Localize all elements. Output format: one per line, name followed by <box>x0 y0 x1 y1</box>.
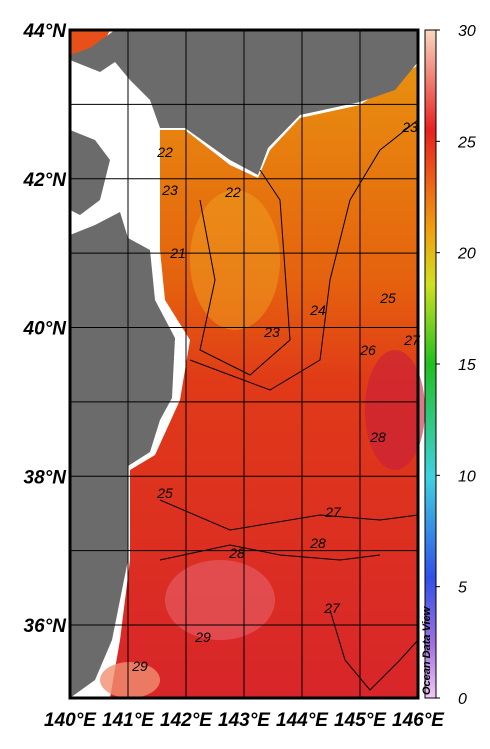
colorbar <box>424 29 437 699</box>
lon-label: 143°E <box>218 710 271 731</box>
contour-label: 24 <box>309 302 326 318</box>
lat-label: 38°N <box>24 467 68 488</box>
contour-label: 25 <box>379 290 396 306</box>
colorbar-label: 20 <box>457 246 476 263</box>
colorbar-label: 30 <box>458 23 476 40</box>
graticule <box>70 30 418 698</box>
lon-label: 144°E <box>276 710 329 731</box>
contour-label: 23 <box>401 119 418 135</box>
lon-label: 140°E <box>44 710 97 731</box>
contour-label: 23 <box>161 182 178 198</box>
colorbar-label: 25 <box>457 134 476 151</box>
colorbar-label: 0 <box>458 691 467 708</box>
lon-label: 142°E <box>160 710 213 731</box>
contour-label: 25 <box>156 485 173 501</box>
lat-label: 44°N <box>23 21 68 42</box>
contour-label: 27 <box>403 332 421 348</box>
watermark: Ocean Data View <box>421 605 433 695</box>
lat-label: 40°N <box>23 319 68 340</box>
contour <box>199 169 291 376</box>
lon-label: 145°E <box>334 710 387 731</box>
cool-patch <box>190 190 280 330</box>
contour-label: 26 <box>359 342 376 358</box>
land <box>70 212 175 698</box>
sea-field <box>110 65 418 698</box>
colorbar-label: 5 <box>458 580 467 597</box>
contour-label: 27 <box>323 600 341 616</box>
contour-label: 21 <box>169 245 186 261</box>
contour <box>189 119 419 391</box>
lat-label: 42°N <box>23 170 68 191</box>
contour-label: 22 <box>224 184 241 200</box>
contour-label: 27 <box>324 504 342 520</box>
contour <box>329 609 419 691</box>
contour-label: 29 <box>194 629 211 645</box>
frame <box>68 28 420 700</box>
contour-label: 28 <box>228 545 245 561</box>
contour-label: 29 <box>131 658 148 674</box>
contour <box>159 544 381 561</box>
contour-label: 23 <box>263 324 280 340</box>
land <box>70 130 110 215</box>
colorbar-label: 10 <box>458 468 476 485</box>
map-area <box>68 28 425 700</box>
contour-label: 22 <box>156 144 173 160</box>
lat-label: 36°N <box>24 616 68 637</box>
warm-patch <box>165 560 275 640</box>
warm-patch <box>100 662 160 698</box>
contour <box>159 499 419 531</box>
warm-patch <box>365 350 425 470</box>
contour-label: 28 <box>309 535 326 551</box>
contour-label: 28 <box>369 429 386 445</box>
lon-label: 146°E <box>392 710 445 731</box>
lon-label: 141°E <box>102 710 155 731</box>
colorbar-label: 15 <box>458 357 476 374</box>
